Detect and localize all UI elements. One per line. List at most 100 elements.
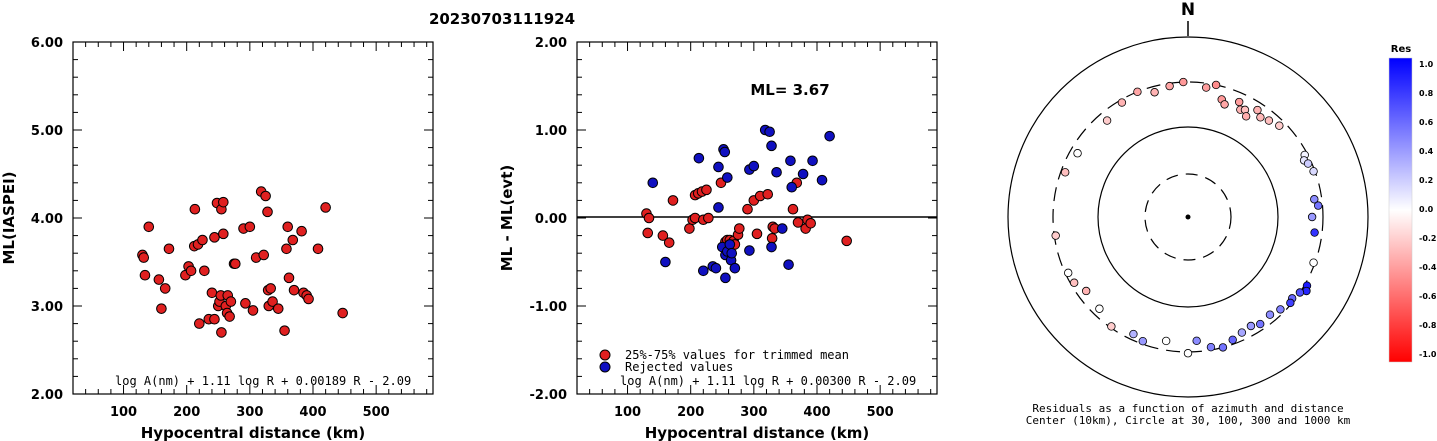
polar-data-point <box>1064 268 1073 278</box>
polar-data-point <box>1234 97 1244 107</box>
middle-data-point <box>719 146 731 158</box>
middle-data-points <box>641 124 852 284</box>
left-data-point <box>279 325 290 336</box>
middle-x-tick-label: 500 <box>867 405 894 420</box>
middle-data-point <box>642 227 654 239</box>
figure-title: 20230703111924 <box>429 10 575 28</box>
middle-data-point <box>824 130 835 142</box>
colorbar-tick-label: 0.6 <box>1419 118 1434 127</box>
legend-trimmed-mean-label: 25%-75% values for trimmed mean <box>625 348 849 362</box>
polar-caption-line2: Center (10km), Circle at 30, 100, 300 an… <box>1026 414 1351 427</box>
polar-data-point <box>1095 304 1104 313</box>
left-data-point <box>159 283 171 294</box>
colorbar-title: Res <box>1391 44 1411 55</box>
middle-data-point <box>663 237 675 248</box>
left-data-point <box>218 228 229 240</box>
middle-data-point <box>766 241 777 253</box>
middle-data-point <box>807 155 818 167</box>
middle-data-point <box>722 172 733 183</box>
middle-y-tick-label: -1.00 <box>530 300 567 315</box>
polar-data-point <box>1201 83 1211 92</box>
left-data-point <box>189 203 201 215</box>
colorbar-tick-label: 0.0 <box>1419 205 1434 214</box>
left-axis-ticks: 100 200 300 400 500 2.00 3.00 4.00 5.00 6.00 <box>31 36 433 420</box>
middle-data-point <box>643 212 655 224</box>
left-data-point <box>337 307 348 319</box>
middle-data-point <box>667 195 679 206</box>
left-data-points <box>137 186 348 338</box>
middle-data-point <box>805 217 816 229</box>
left-data-point <box>283 272 295 284</box>
middle-data-point <box>742 203 753 215</box>
middle-data-point <box>710 262 722 274</box>
ml-annotation: ML= 3.67 <box>750 81 829 99</box>
polar-data-point <box>1256 319 1265 329</box>
left-x-tick-label: 200 <box>173 405 200 420</box>
middle-x-tick-label: 100 <box>614 405 641 420</box>
left-data-point <box>312 243 324 255</box>
polar-data-point <box>1237 328 1247 337</box>
polar-data-point <box>1265 310 1275 319</box>
left-data-point <box>156 303 167 314</box>
middle-data-point <box>657 230 669 241</box>
left-data-point <box>199 265 210 277</box>
middle-data-point <box>660 256 671 268</box>
polar-data-point <box>1264 116 1274 125</box>
polar-data-point <box>1138 337 1147 346</box>
polar-data-point <box>1275 121 1284 130</box>
left-data-point <box>258 249 270 261</box>
left-x-tick-label: 500 <box>363 405 390 420</box>
left-data-point <box>163 243 175 255</box>
middle-x-axis-label: Hypocentral distance (km) <box>645 424 870 441</box>
left-data-point <box>197 234 208 246</box>
polar-data-point <box>1307 212 1317 222</box>
polar-data-point <box>1129 329 1138 339</box>
polar-data-point <box>1069 278 1079 287</box>
left-data-point <box>320 202 331 213</box>
left-y-tick-label: 2.00 <box>31 388 63 403</box>
left-data-point <box>224 311 235 322</box>
left-y-tick-label: 5.00 <box>31 124 63 139</box>
left-scatter-panel: 100 200 300 400 500 2.00 3.00 4.00 5.00 6.00 Hypo… <box>0 36 434 441</box>
legend-rejected-marker <box>599 361 611 373</box>
left-data-point <box>206 287 218 299</box>
left-data-point <box>225 296 237 307</box>
middle-scatter-panel: 100 200 300 400 500 -2.00 -1.00 0.00 1.00 2.00 ML… <box>498 36 938 441</box>
left-data-point <box>267 296 278 307</box>
middle-data-point <box>751 228 763 240</box>
left-data-point <box>194 318 205 329</box>
middle-data-point <box>713 161 724 173</box>
middle-data-point <box>776 223 788 234</box>
left-x-tick-label: 300 <box>236 405 263 420</box>
left-data-point <box>240 298 251 309</box>
middle-data-point <box>713 202 724 213</box>
middle-x-tick-label: 300 <box>740 405 767 420</box>
polar-data-point <box>1107 322 1116 331</box>
middle-data-point <box>771 166 782 178</box>
middle-data-point <box>816 174 828 186</box>
left-y-tick-label: 3.00 <box>31 300 63 315</box>
polar-data-point <box>1253 105 1262 115</box>
polar-data-point <box>1081 286 1091 296</box>
colorbar-tick-label: -0.2 <box>1419 234 1437 243</box>
polar-data-point <box>1309 167 1318 176</box>
colorbar-tick-label: -1.0 <box>1419 350 1437 359</box>
polar-data-point <box>1161 336 1171 346</box>
polar-data-point <box>1206 342 1216 352</box>
polar-data-point <box>1228 335 1237 345</box>
epicenter-marker <box>1185 214 1191 220</box>
middle-data-point <box>724 239 736 250</box>
left-data-point <box>209 313 220 325</box>
left-data-point <box>282 221 294 233</box>
left-data-point <box>272 303 284 314</box>
left-data-point <box>230 258 241 270</box>
polar-data-point <box>1295 288 1305 297</box>
polar-residual-panel: N Residuals as a function of azimuth and… <box>1007 0 1369 427</box>
left-y-axis-label: ML(IASPEI) <box>0 171 18 264</box>
colorbar-ticks: 1.0 0.8 0.6 0.4 0.2 0.0 -0.2 -0.4 -0.6 -0.8 -1.0 <box>1419 60 1437 359</box>
left-data-point <box>262 206 273 218</box>
left-data-point <box>185 265 197 277</box>
polar-data-point <box>1313 201 1323 210</box>
left-data-point <box>281 243 292 255</box>
